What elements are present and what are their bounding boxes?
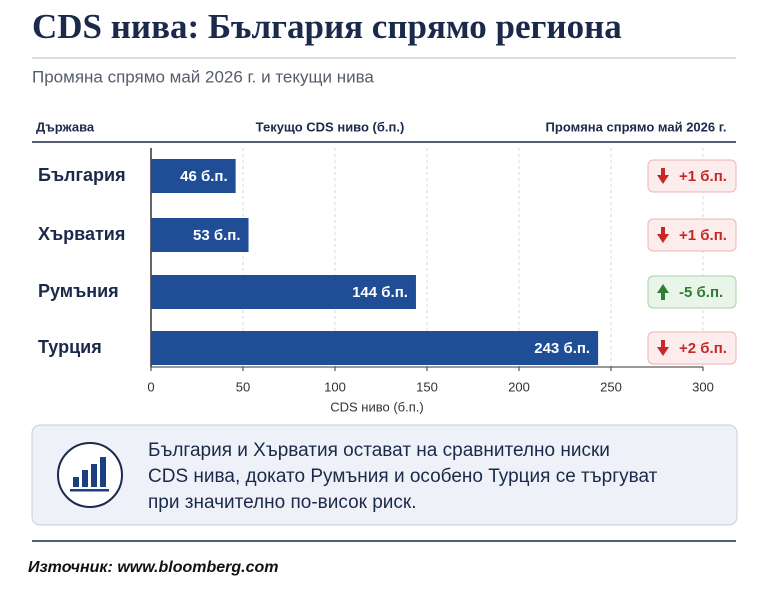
value-label: 144 б.п. — [352, 284, 408, 301]
note-line: България и Хърватия остават на сравнител… — [148, 440, 610, 461]
category-label: Хърватия — [38, 224, 125, 244]
change-arrow — [657, 284, 669, 300]
change-arrow — [657, 227, 669, 243]
x-tick-label: 100 — [324, 379, 346, 394]
change-badge — [647, 275, 737, 309]
change-label: +2 б.п. — [679, 340, 727, 357]
x-tick-label: 150 — [416, 379, 438, 394]
change-badge — [647, 218, 737, 252]
change-arrow — [657, 168, 669, 184]
column-header: Текущо CDS ниво (б.п.) — [256, 119, 405, 134]
change-label: +1 б.п. — [679, 168, 727, 185]
bar — [151, 275, 416, 309]
change-label: -5 б.п. — [679, 284, 723, 301]
category-label: Румъния — [38, 281, 119, 301]
category-label: България — [38, 165, 126, 185]
change-badge — [647, 159, 737, 193]
change-arrow — [657, 340, 669, 356]
x-tick-label: 300 — [692, 379, 714, 394]
plot: 0 50 100 150 200 250 300 CDS ниво (б.п.) Българи… — [38, 148, 737, 414]
bar — [151, 159, 236, 193]
category-label: Турция — [38, 337, 102, 357]
value-label: 53 б.п. — [193, 227, 241, 244]
column-header: Промяна спрямо май 2026 г. — [546, 119, 727, 134]
value-label: 46 б.п. — [180, 168, 228, 185]
note-line: CDS нива, докато Румъния и особено Турци… — [148, 466, 658, 487]
x-tick-label: 250 — [600, 379, 622, 394]
x-axis-label: CDS ниво (б.п.) — [330, 399, 423, 414]
change-badge — [647, 331, 737, 365]
value-label: 243 б.п. — [534, 340, 590, 357]
column-header: Държава — [36, 119, 95, 134]
note-line: при значително по-висок риск. — [148, 492, 417, 513]
chart-icon — [57, 442, 123, 508]
bar — [151, 218, 249, 252]
note-box — [31, 424, 738, 526]
change-label: +1 б.п. — [679, 227, 727, 244]
x-tick-label: 0 — [147, 379, 154, 394]
subtitle: Промяна спрямо май 2026 г. и текущи нива — [32, 67, 374, 86]
bar — [151, 331, 599, 365]
x-tick-label: 50 — [236, 379, 250, 394]
chart-icon-bars — [70, 457, 109, 492]
title: CDS нива: България спрямо региона — [32, 7, 622, 46]
source: Източник: www.bloomberg.com — [28, 559, 279, 576]
x-tick-label: 200 — [508, 379, 530, 394]
